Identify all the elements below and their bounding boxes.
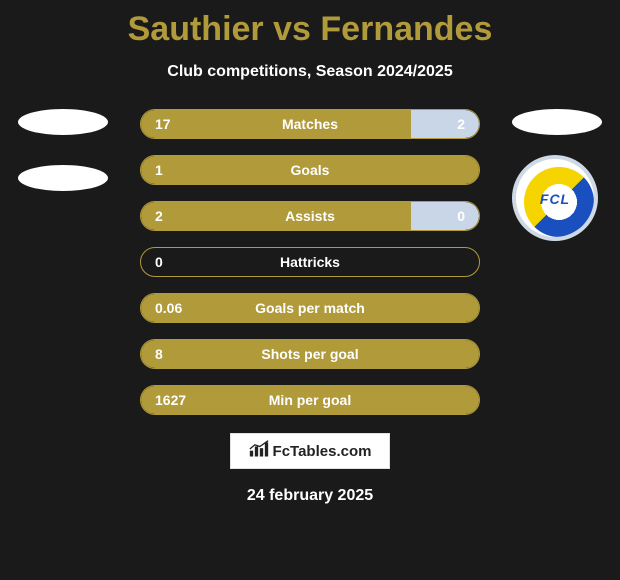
stat-row: 17Matches2 [140, 109, 480, 139]
stat-value-left: 1 [141, 162, 201, 178]
player-left-name: Sauthier [128, 10, 264, 48]
stat-value-left: 0.06 [141, 300, 201, 316]
stat-value-left: 2 [141, 208, 201, 224]
date-text: 24 february 2025 [0, 487, 620, 505]
brand-box: FcTables.com [230, 433, 390, 469]
stat-label: Min per goal [201, 392, 419, 408]
stat-label: Assists [201, 208, 419, 224]
left-logos-column [18, 109, 108, 221]
stat-value-right: 2 [419, 116, 479, 132]
stats-area: FCL 17Matches21Goals2Assists00Hattricks0… [0, 109, 620, 415]
stat-value-left: 1627 [141, 392, 201, 408]
club-badge-text: FCL [516, 191, 594, 207]
club-badge-fcl: FCL [512, 155, 598, 241]
vs-text: vs [273, 10, 311, 48]
stat-value-left: 17 [141, 116, 201, 132]
right-logos-column: FCL [512, 109, 602, 241]
right-logo-placeholder-1 [512, 109, 602, 135]
brand-text: FcTables.com [273, 443, 372, 460]
stat-label: Goals [201, 162, 419, 178]
stat-row: 8Shots per goal [140, 339, 480, 369]
stat-label: Goals per match [201, 300, 419, 316]
left-logo-placeholder-2 [18, 165, 108, 191]
comparison-title: Sauthier vs Fernandes [0, 0, 620, 49]
stat-label: Matches [201, 116, 419, 132]
player-right-name: Fernandes [320, 10, 492, 48]
subtitle: Club competitions, Season 2024/2025 [0, 63, 620, 81]
stat-value-right: 0 [419, 208, 479, 224]
bars-icon [249, 440, 269, 463]
stat-row: 0.06Goals per match [140, 293, 480, 323]
stat-row: 1Goals [140, 155, 480, 185]
stat-label: Hattricks [201, 254, 419, 270]
stat-value-left: 8 [141, 346, 201, 362]
stat-row: 1627Min per goal [140, 385, 480, 415]
stat-value-left: 0 [141, 254, 201, 270]
stat-label: Shots per goal [201, 346, 419, 362]
stat-row: 2Assists0 [140, 201, 480, 231]
left-logo-placeholder-1 [18, 109, 108, 135]
stat-rows-container: 17Matches21Goals2Assists00Hattricks0.06G… [140, 109, 480, 415]
stat-row: 0Hattricks [140, 247, 480, 277]
